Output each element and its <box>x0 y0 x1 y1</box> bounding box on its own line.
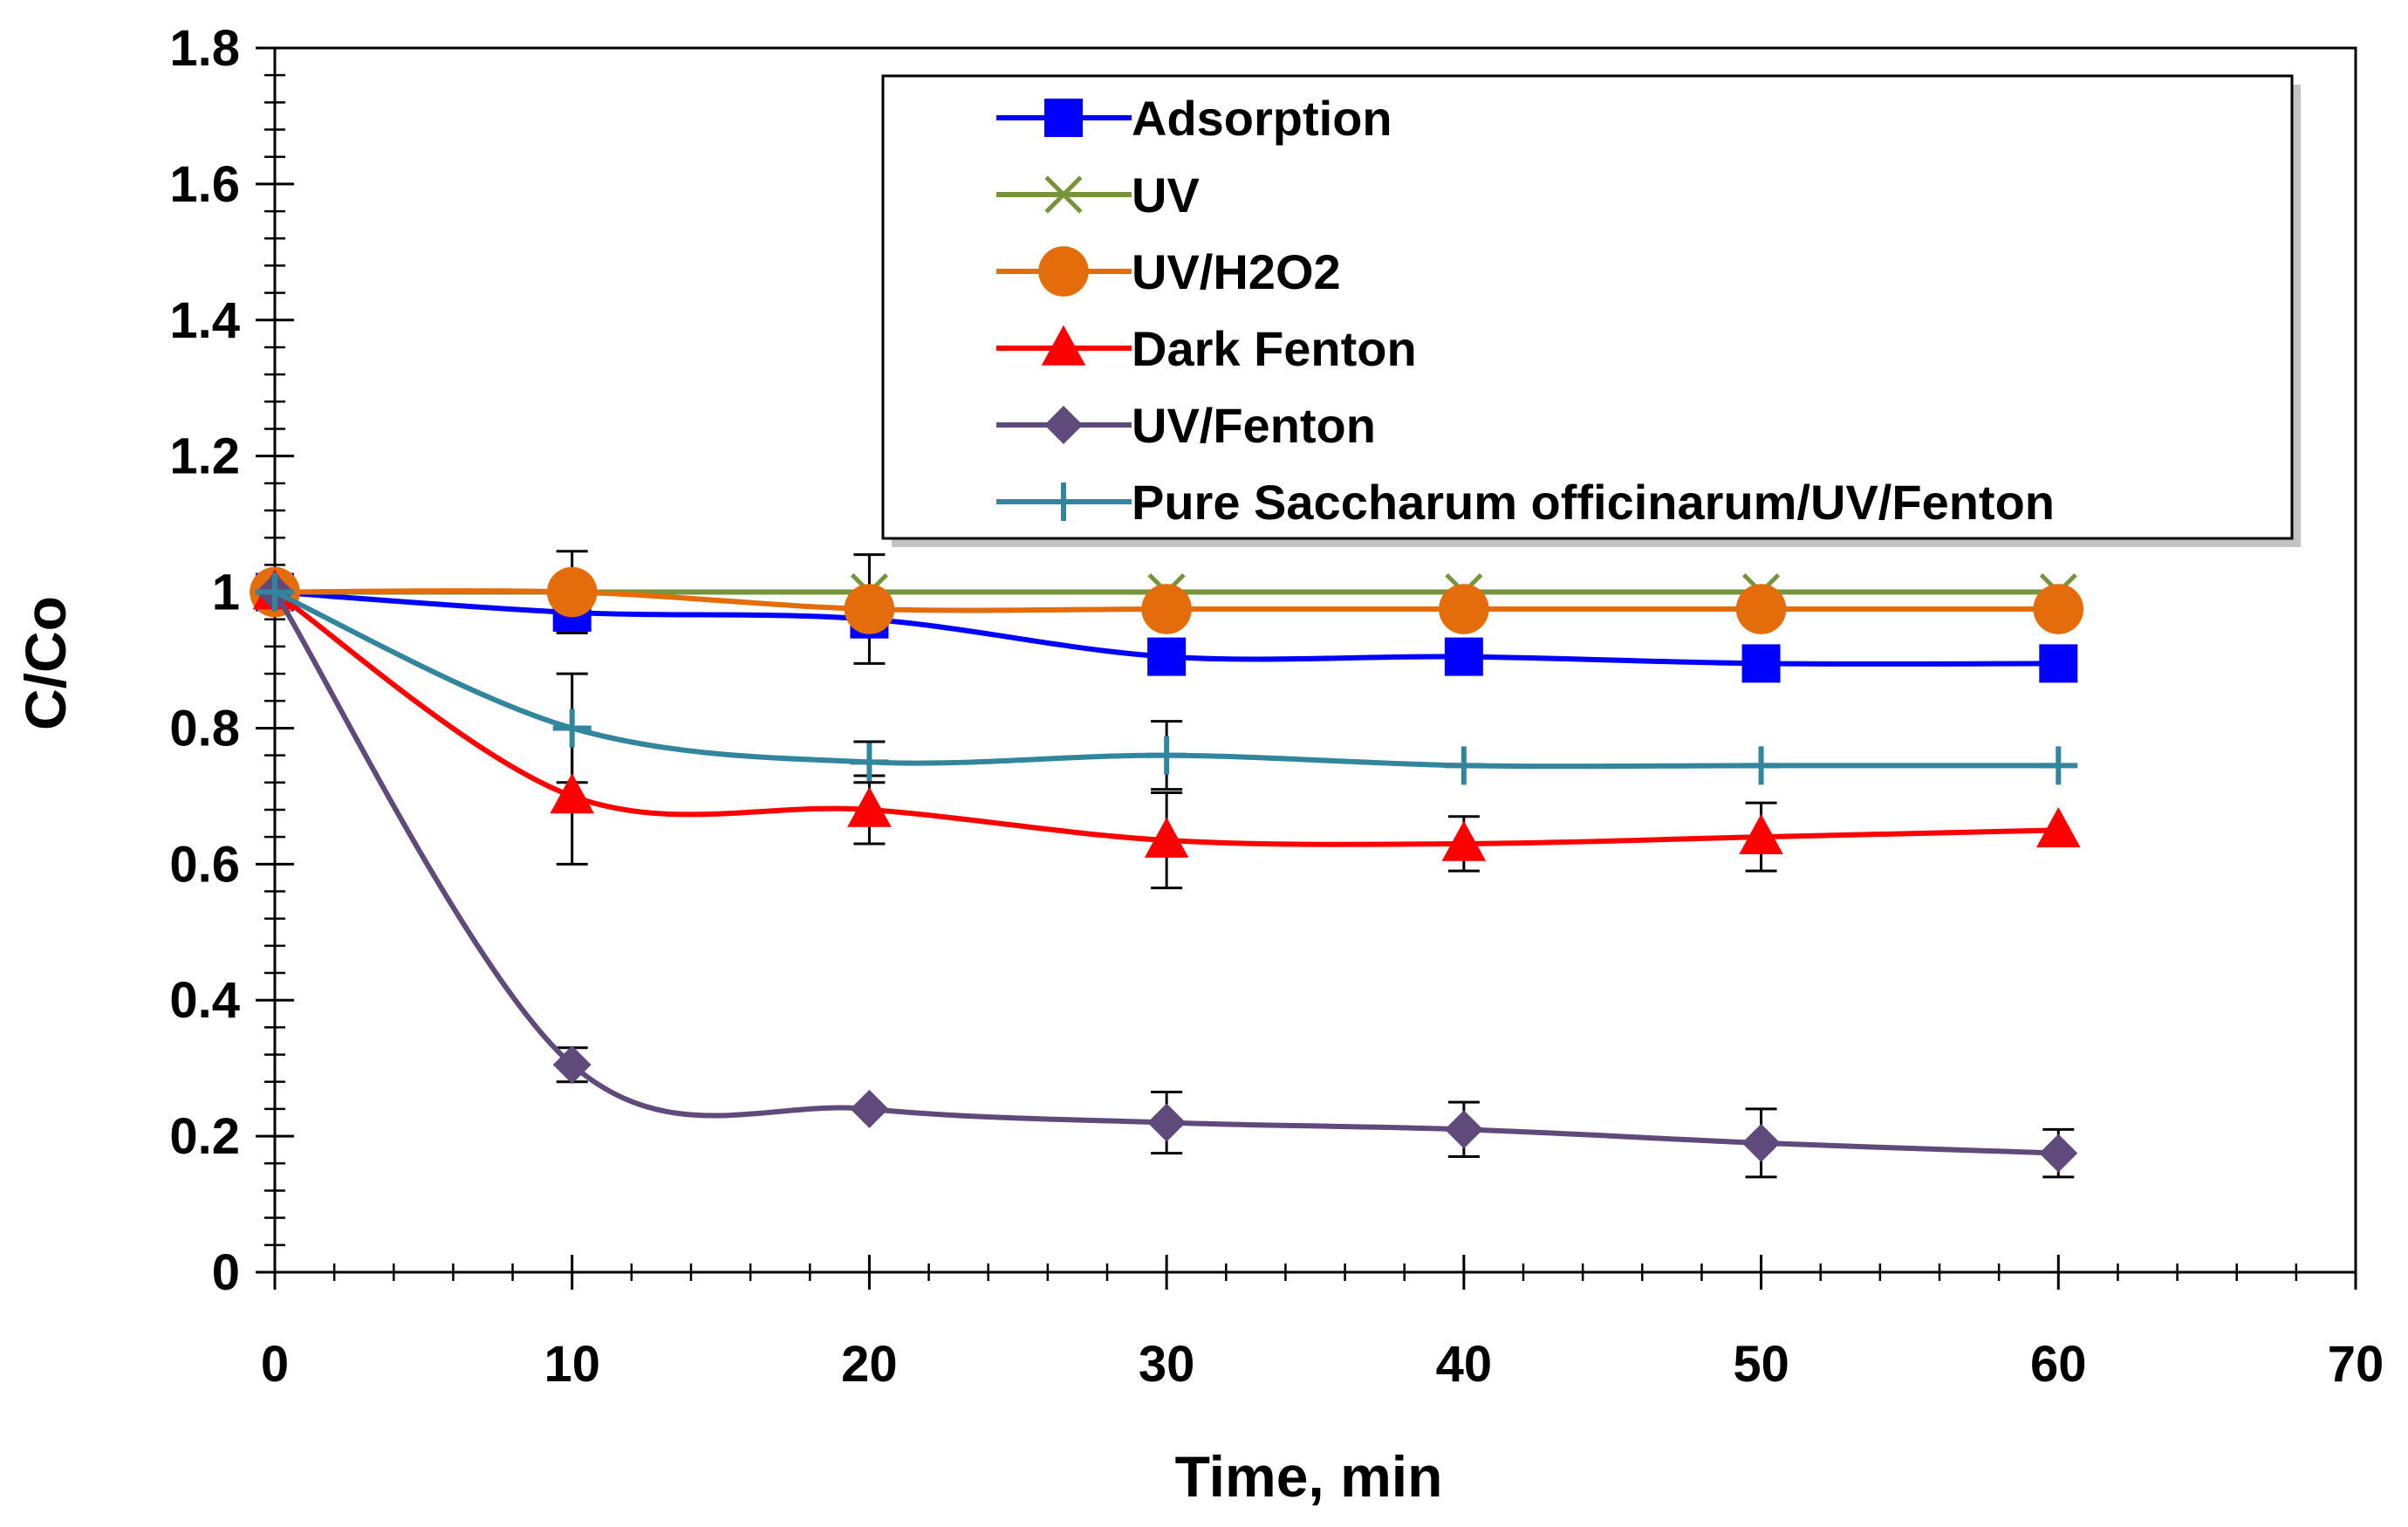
legend-item: UV/H2O2 <box>996 244 1341 299</box>
data-point <box>1444 746 1483 785</box>
series-uv-fenton <box>256 572 2078 1173</box>
data-point <box>1141 584 1192 634</box>
data-point <box>2039 746 2078 785</box>
data-point <box>1147 736 1187 775</box>
legend: Adsorption UV UV/H2O2 Dark Fenton UV/Fenton P… <box>881 74 2301 547</box>
data-point <box>1441 820 1487 861</box>
y-tick-label: 1.4 <box>169 292 240 349</box>
x-tick-label: 10 <box>544 1336 600 1393</box>
series-pure-saccharum-officinarum-uv-fenton <box>256 572 2078 785</box>
data-point <box>850 743 889 782</box>
y-tick-label: 1.6 <box>169 156 240 213</box>
data-point <box>850 1089 889 1128</box>
series-uv-h2o2 <box>250 566 2084 634</box>
y-tick-label: 0.2 <box>169 1108 240 1165</box>
legend-item: Dark Fenton <box>996 321 1417 376</box>
data-point <box>1735 584 1787 634</box>
data-point <box>2035 806 2081 848</box>
data-point <box>1439 584 1489 634</box>
x-tick-label: 70 <box>2328 1336 2384 1393</box>
legend-marker <box>1044 99 1083 137</box>
y-tick-label: 1.8 <box>169 20 240 77</box>
data-point <box>552 709 592 748</box>
legend-label: UV <box>1132 168 1200 223</box>
legend-label: UV/H2O2 <box>1132 244 1341 299</box>
legend-label: Dark Fenton <box>1132 321 1417 376</box>
y-tick-label: 0 <box>212 1244 240 1301</box>
x-tick-label: 50 <box>1733 1336 1789 1393</box>
data-point <box>844 584 895 634</box>
data-point <box>552 1045 592 1085</box>
y-tick-label: 0.4 <box>169 972 240 1029</box>
x-tick-label: 0 <box>261 1336 289 1393</box>
x-tick-label: 20 <box>841 1336 898 1393</box>
y-tick-label: 1 <box>212 565 240 621</box>
legend-item: Adsorption <box>996 91 1392 146</box>
legend-marker <box>1044 483 1083 521</box>
data-point <box>1444 1110 1483 1149</box>
x-axis-title: Time, min <box>1175 1444 1443 1509</box>
x-tick-label: 40 <box>1436 1336 1493 1393</box>
data-point <box>256 572 294 612</box>
legend-box <box>881 74 2294 540</box>
legend-label: UV/Fenton <box>1132 398 1376 453</box>
legend-marker <box>1038 246 1089 297</box>
y-tick-label: 1.2 <box>169 428 240 485</box>
data-point <box>550 772 595 814</box>
data-point <box>1444 637 1483 676</box>
data-point <box>546 566 598 618</box>
plot-area-border <box>273 46 2357 1274</box>
legend-item: UV/Fenton <box>996 398 1376 453</box>
legend-marker <box>1041 325 1086 366</box>
data-point <box>1741 1123 1781 1162</box>
data-point <box>2033 584 2084 634</box>
legend-item: Pure Saccharum officinarum/UV/Fenton <box>996 475 2055 530</box>
data-point <box>847 786 892 827</box>
legend-item: UV <box>996 168 1200 223</box>
legend-label: Pure Saccharum officinarum/UV/Fenton <box>1132 475 2055 530</box>
data-point <box>1741 644 1781 683</box>
legend-marker <box>1044 175 1083 214</box>
y-tick-label: 0.6 <box>169 836 240 893</box>
data-point <box>1144 817 1189 858</box>
legend-label: Adsorption <box>1132 91 1392 146</box>
marker-stroke <box>1044 175 1083 214</box>
data-point <box>2039 1133 2078 1173</box>
legend-marker <box>1044 406 1083 444</box>
y-axis-title: C/Co <box>13 596 78 730</box>
data-point <box>2039 644 2078 683</box>
plot-frame <box>273 46 2357 1274</box>
error-bars <box>556 550 2075 1179</box>
data-point <box>1739 813 1783 854</box>
data-point <box>1147 1103 1187 1142</box>
data-point <box>1147 637 1187 676</box>
y-tick-label: 0.8 <box>169 700 240 757</box>
axes: 0 0.2 0.4 0.6 0.8 1 1.2 1.4 1.6 1.8 0 10 20 30 40 50 60 7… <box>169 20 2384 1393</box>
x-tick-label: 60 <box>2030 1336 2087 1393</box>
data-point <box>1741 746 1781 785</box>
series-layer <box>250 550 2084 1179</box>
x-tick-label: 30 <box>1139 1336 1195 1393</box>
